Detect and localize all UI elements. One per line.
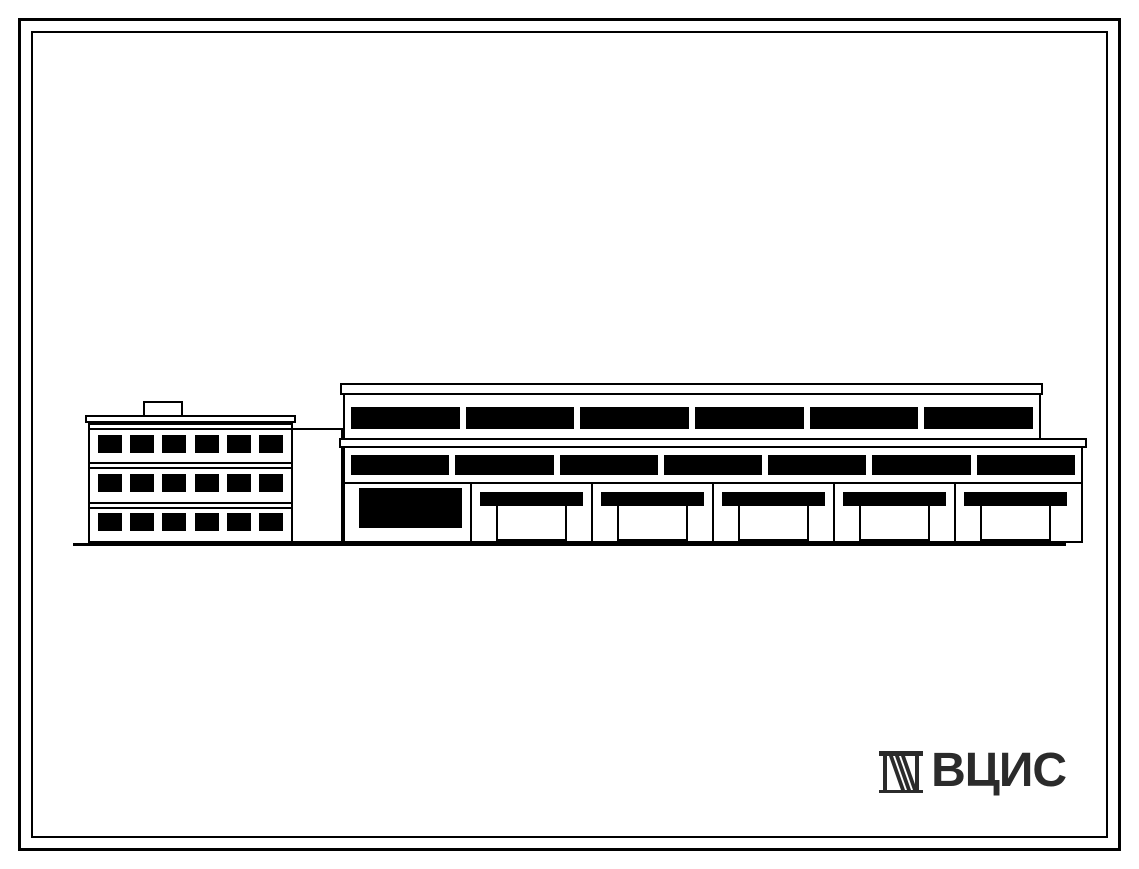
bay-window [964,492,1067,506]
door [496,504,567,541]
band-window [664,455,762,475]
bay-6 [956,484,1075,541]
window [130,435,154,453]
band-window [560,455,658,475]
inner-frame: ВЦИС [31,31,1108,838]
floor-3 [90,425,291,464]
window [98,435,122,453]
ground-line [73,543,1066,546]
clerestory-band [343,395,1041,443]
window [227,513,251,531]
bay-window [722,492,825,506]
logo-text: ВЦИС [931,743,1066,798]
door [980,504,1051,541]
door [859,504,930,541]
door [738,504,809,541]
bay-4 [714,484,835,541]
window [227,435,251,453]
bay-3 [593,484,714,541]
right-building [343,383,1083,543]
right-lower-body [343,448,1083,543]
door-row [345,484,1081,541]
window [98,474,122,492]
bay-window [601,492,704,506]
clerestory-window [351,407,460,429]
mid-ledge [339,438,1087,448]
bay-window [843,492,946,506]
bay-5 [835,484,956,541]
window [162,474,186,492]
window [162,513,186,531]
band-window [351,455,449,475]
bay-window [480,492,583,506]
door [617,504,688,541]
window [162,435,186,453]
window [259,513,283,531]
floor-1 [90,504,291,541]
connector-block [293,428,343,543]
left-building-body [88,423,293,543]
window [259,474,283,492]
bay-2 [472,484,593,541]
floor-2 [90,464,291,503]
upper-window-band [345,448,1081,484]
elevation-drawing [33,346,1106,546]
band-window [455,455,553,475]
clerestory-window [466,407,575,429]
left-roof-edge [85,415,296,423]
window [130,474,154,492]
window [227,474,251,492]
logo-mark-icon [877,747,925,795]
band-window [872,455,970,475]
left-building [88,403,293,543]
bay-1 [351,484,472,541]
band-window [768,455,866,475]
window [195,513,219,531]
bay-window [359,488,462,528]
window [130,513,154,531]
clerestory-window [580,407,689,429]
window [259,435,283,453]
window [195,474,219,492]
band-window [977,455,1075,475]
window [98,513,122,531]
right-roof [340,383,1043,395]
clerestory-window [695,407,804,429]
window [195,435,219,453]
clerestory-window [810,407,919,429]
outer-frame: ВЦИС [18,18,1121,851]
clerestory-window [924,407,1033,429]
logo: ВЦИС [877,743,1066,798]
